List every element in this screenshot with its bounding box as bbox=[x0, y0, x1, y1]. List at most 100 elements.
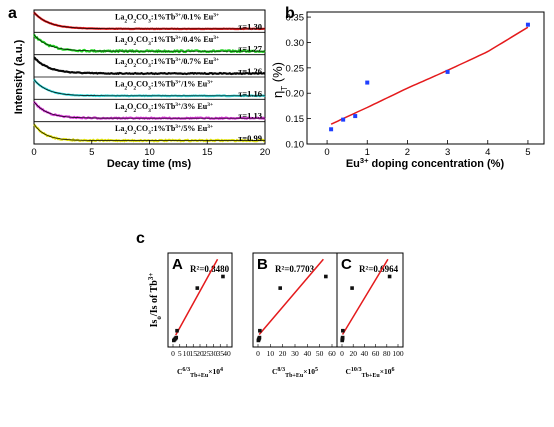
x-tick-label: 20 bbox=[279, 349, 287, 358]
x-tick-label: 100 bbox=[392, 349, 404, 358]
data-point bbox=[257, 335, 262, 340]
panel-a-ylabel: Intensity (a.u.) bbox=[13, 39, 25, 114]
data-point bbox=[329, 127, 334, 132]
y-tick-label: 0.10 bbox=[286, 140, 305, 151]
x-tick-label: 50 bbox=[316, 349, 324, 358]
panel-b-letter: b bbox=[285, 5, 295, 22]
panel-a-chart: La2O2CO3:1%Tb3+/0.1% Eu3+τ=1.30La2O2CO3:… bbox=[13, 9, 271, 170]
series-label: La2O2CO3:1%Tb3+/1% Eu3+ bbox=[115, 80, 213, 92]
data-point bbox=[278, 286, 282, 290]
subplot-letter: A bbox=[172, 256, 183, 273]
x-tick-label: 5 bbox=[525, 147, 530, 158]
panel-c-ylabel: Iso/Is of Tb3+ bbox=[147, 273, 163, 328]
decay-strip-4: La2O2CO3:1%Tb3+/1% Eu3+ τ=1.16 bbox=[33, 76, 266, 98]
x-tick-label: 3 bbox=[445, 147, 450, 158]
x-tick-label: 20 bbox=[349, 349, 357, 358]
data-point bbox=[341, 328, 345, 333]
x-tick-label: 40 bbox=[361, 349, 369, 358]
x-tick-label: 10 bbox=[183, 349, 191, 358]
x-tick-label: 0 bbox=[171, 349, 175, 358]
r-squared-label: R²=0.8480 bbox=[190, 264, 230, 274]
subplot-xlabel: C10/3Tb+Eu×106 bbox=[346, 367, 395, 379]
tau-label: τ=0.99 bbox=[238, 133, 262, 143]
tau-label: τ=1.13 bbox=[238, 111, 262, 121]
x-tick-label: 15 bbox=[202, 147, 213, 158]
fit-line bbox=[341, 258, 389, 335]
r-squared-label: R²=0.7703 bbox=[275, 264, 315, 274]
data-point bbox=[258, 328, 262, 333]
decay-strip-6: La2O2CO3:1%Tb3+/5% Eu3+ τ=0.99 bbox=[33, 121, 266, 143]
x-tick-label: 80 bbox=[383, 349, 391, 358]
data-point bbox=[340, 335, 345, 340]
x-tick-label: 5 bbox=[178, 349, 182, 358]
x-tick-label: 4 bbox=[485, 147, 490, 158]
subplot-xlabel: C8/3Tb+Eu×105 bbox=[272, 367, 318, 379]
data-point bbox=[175, 328, 179, 333]
data-point bbox=[341, 117, 346, 122]
r-squared-label: R²=0.6964 bbox=[359, 264, 399, 274]
decay-fit-line bbox=[33, 12, 265, 30]
subplot-letter: B bbox=[257, 256, 268, 273]
x-tick-label: 20 bbox=[260, 147, 271, 158]
data-point bbox=[174, 335, 179, 340]
decay-fit-line bbox=[33, 34, 265, 52]
x-tick-label: 1 bbox=[365, 147, 370, 158]
tau-label: τ=1.16 bbox=[238, 88, 262, 98]
x-tick-label: 60 bbox=[328, 349, 336, 358]
x-tick-label: 10 bbox=[144, 147, 155, 158]
panel-b-chart: 0 1 2 3 4 5 0.10 0.15 0.20 0.25 0.30 0.35 Eu3+ dopi… bbox=[270, 11, 545, 170]
fit-curve bbox=[330, 26, 529, 125]
x-tick-label: 30 bbox=[210, 349, 218, 358]
data-point bbox=[353, 114, 358, 119]
decay-strip-3: La2O2CO3:1%Tb3+/0.7% Eu3+ τ=1.26 bbox=[33, 54, 266, 76]
y-tick-label: 0.20 bbox=[286, 89, 305, 100]
x-tick-label: 0 bbox=[31, 147, 36, 158]
x-tick-label: 30 bbox=[291, 349, 299, 358]
subplot-c: C R²=0.6964 0 20 40 60 80 100 C10/3Tb+Eu×106 bbox=[336, 252, 404, 379]
series-label: La2O2CO3:1%Tb3+/5% Eu3+ bbox=[115, 124, 213, 136]
data-point bbox=[365, 80, 370, 85]
x-tick-label: 0 bbox=[340, 349, 344, 358]
tau-label: τ=1.27 bbox=[238, 44, 262, 54]
decay-strip-1: La2O2CO3:1%Tb3+/0.1% Eu3+ τ=1.30 bbox=[33, 11, 266, 31]
x-tick-label: 15 bbox=[190, 349, 198, 358]
x-tick-label: 20 bbox=[196, 349, 204, 358]
subplot-frame bbox=[336, 252, 404, 348]
decay-fit-line bbox=[33, 101, 265, 119]
panel-a-letter: a bbox=[8, 5, 17, 22]
fit-line bbox=[175, 258, 219, 336]
y-tick-label: 0.25 bbox=[286, 63, 305, 74]
panel-a-xlabel: Decay time (ms) bbox=[107, 158, 192, 170]
x-tick-label: 10 bbox=[267, 349, 275, 358]
data-point bbox=[525, 22, 530, 27]
y-tick-label: 0.30 bbox=[286, 38, 305, 49]
series-label: La2O2CO3:1%Tb3+/0.1% Eu3+ bbox=[115, 13, 219, 25]
data-point bbox=[324, 274, 328, 279]
data-point bbox=[221, 274, 225, 279]
decay-fit-line bbox=[33, 79, 265, 97]
subplot-b: B R²=0.7703 0 10 20 30 40 50 60 C8/3Tb+Eu×105 bbox=[252, 252, 338, 379]
y-tick-label: 0.15 bbox=[286, 114, 305, 125]
data-point bbox=[445, 69, 450, 74]
x-tick-label: 40 bbox=[223, 349, 231, 358]
series-label: La2O2CO3:1%Tb3+/0.7% Eu3+ bbox=[115, 57, 219, 69]
x-tick-label: 40 bbox=[304, 349, 312, 358]
subplot-letter: C bbox=[341, 256, 352, 273]
panel-c-letter: c bbox=[136, 230, 145, 247]
data-point bbox=[350, 286, 354, 290]
data-point bbox=[387, 274, 392, 279]
x-tick-label: 0 bbox=[256, 349, 260, 358]
decay-fit-line bbox=[33, 56, 265, 74]
x-tick-label: 0 bbox=[324, 147, 329, 158]
tau-label: τ=1.26 bbox=[238, 66, 262, 76]
fit-line bbox=[258, 258, 324, 335]
data-point bbox=[195, 286, 200, 290]
x-tick-label: 2 bbox=[405, 147, 410, 158]
series-label: La2O2CO3:1%Tb3+/3% Eu3+ bbox=[115, 102, 213, 114]
x-tick-label: 5 bbox=[89, 147, 94, 158]
subplot-xlabel: C6/3Tb+Eu×104 bbox=[177, 367, 223, 379]
decay-strip-5: La2O2CO3:1%Tb3+/3% Eu3+ τ=1.13 bbox=[33, 98, 266, 121]
